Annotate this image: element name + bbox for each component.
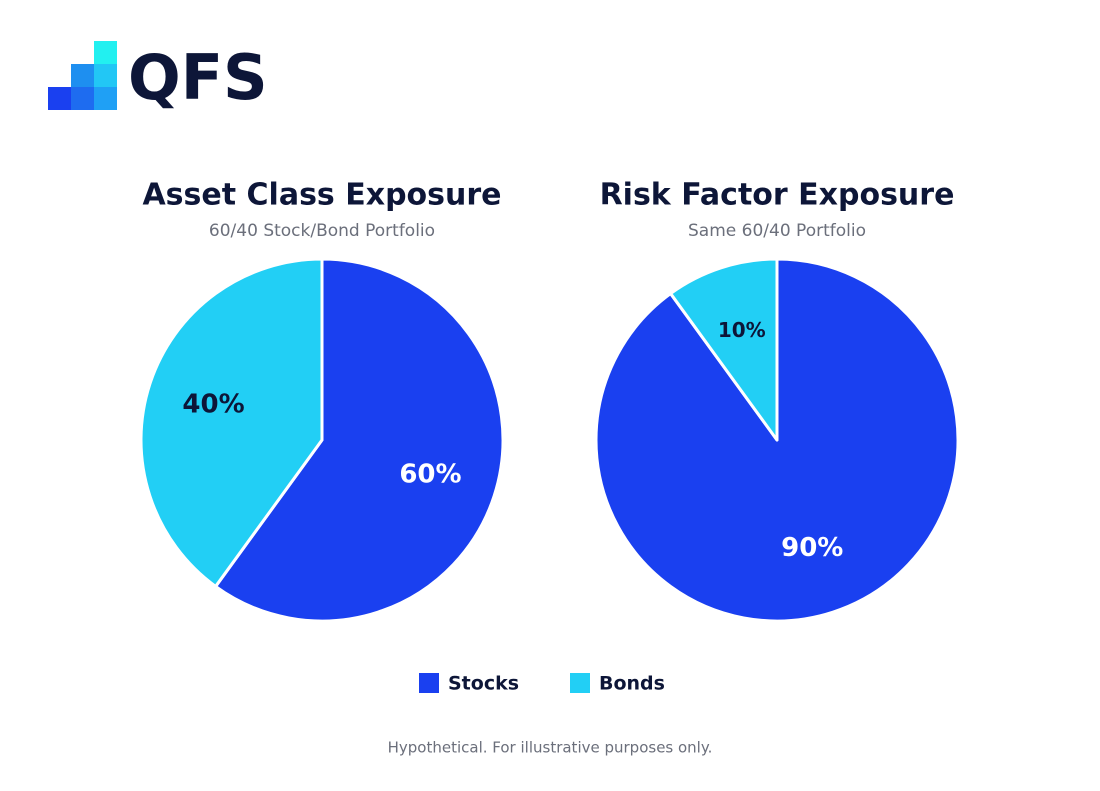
legend-swatch: [419, 673, 439, 693]
chart-subtitle: Same 60/40 Portfolio: [688, 221, 866, 241]
logo-text: QFS: [128, 41, 268, 114]
legend-label: Bonds: [599, 673, 665, 695]
legend-label: Stocks: [448, 673, 519, 695]
chart-subtitle: 60/40 Stock/Bond Portfolio: [209, 221, 435, 241]
pie-slice: [214, 257, 505, 623]
slice-label: 90%: [781, 533, 843, 563]
logo-mark: [48, 41, 117, 110]
footnote: Hypothetical. For illustrative purposes …: [388, 739, 713, 757]
slice-label: 10%: [718, 318, 766, 342]
legend-swatch: [570, 673, 590, 693]
pie-slice: [669, 257, 779, 442]
pie-slice: [139, 257, 324, 588]
chart-title: Risk Factor Exposure: [600, 178, 955, 213]
slice-label: 60%: [399, 460, 461, 490]
chart-title: Asset Class Exposure: [142, 178, 501, 213]
slice-label: 40%: [182, 389, 244, 419]
